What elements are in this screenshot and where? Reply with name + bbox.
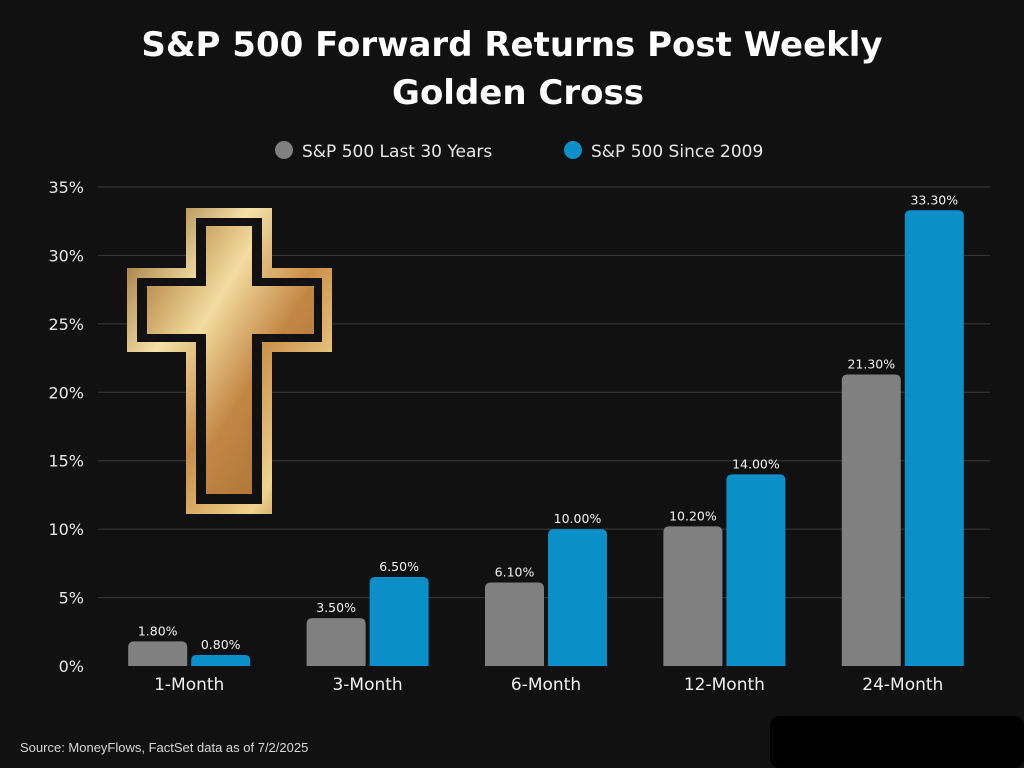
bar-series-1 [306,618,366,666]
bar-series-2 [904,210,964,666]
bar-series-2 [726,474,786,666]
legend-marker-series-1 [275,141,293,159]
data-label: 14.00% [732,456,780,471]
bars [128,210,964,666]
x-axis: 1-Month 3-Month 6-Month 12-Month 24-Month [154,675,943,695]
bar-series-1 [485,582,544,666]
y-tick-label: 10% [48,520,84,539]
x-tick-label: 1-Month [154,675,224,695]
y-tick-label: 30% [48,246,84,265]
chart-title-line2: Golden Cross [392,73,644,113]
data-label: 21.30% [847,356,895,371]
data-label: 1.80% [138,623,178,638]
bar-series-2 [548,529,607,666]
x-tick-label: 3-Month [332,675,402,695]
y-axis: 0% 5% 10% 15% 20% 25% 30% 35% [48,178,84,676]
data-label: 0.80% [201,637,241,652]
y-tick-label: 5% [59,589,84,608]
x-tick-label: 24-Month [862,675,943,695]
legend-label-series-2: S&P 500 Since 2009 [591,142,763,162]
bar-series-2 [191,655,251,666]
source-note: Source: MoneyFlows, FactSet data as of 7… [20,740,308,755]
golden-cross-icon [127,208,332,514]
legend-label-series-1: S&P 500 Last 30 Years [302,142,492,162]
x-tick-label: 6-Month [511,675,581,695]
y-tick-label: 25% [48,315,84,334]
legend: S&P 500 Last 30 Years S&P 500 Since 2009 [275,141,763,162]
x-tick-label: 12-Month [684,675,765,695]
data-label: 6.50% [379,559,419,574]
data-label: 10.00% [554,511,602,526]
chart-title-line1: S&P 500 Forward Returns Post Weekly [141,25,882,65]
bar-series-1 [663,526,723,666]
bar-series-1 [841,374,901,666]
bar-series-1 [128,641,188,666]
data-label: 33.30% [910,192,958,207]
redaction-box [770,716,1024,768]
y-tick-label: 15% [48,452,84,471]
data-label: 3.50% [316,600,356,615]
data-label: 6.10% [495,565,535,580]
bar-series-2 [369,577,429,666]
legend-marker-series-2 [564,141,582,159]
y-tick-label: 0% [59,657,84,676]
data-label: 10.20% [669,508,717,523]
value-labels: 1.80% 0.80% 3.50% 6.50% 6.10% 10.00% 10.20% 14.… [138,192,958,652]
y-tick-label: 35% [48,178,84,197]
y-tick-label: 20% [48,383,84,402]
